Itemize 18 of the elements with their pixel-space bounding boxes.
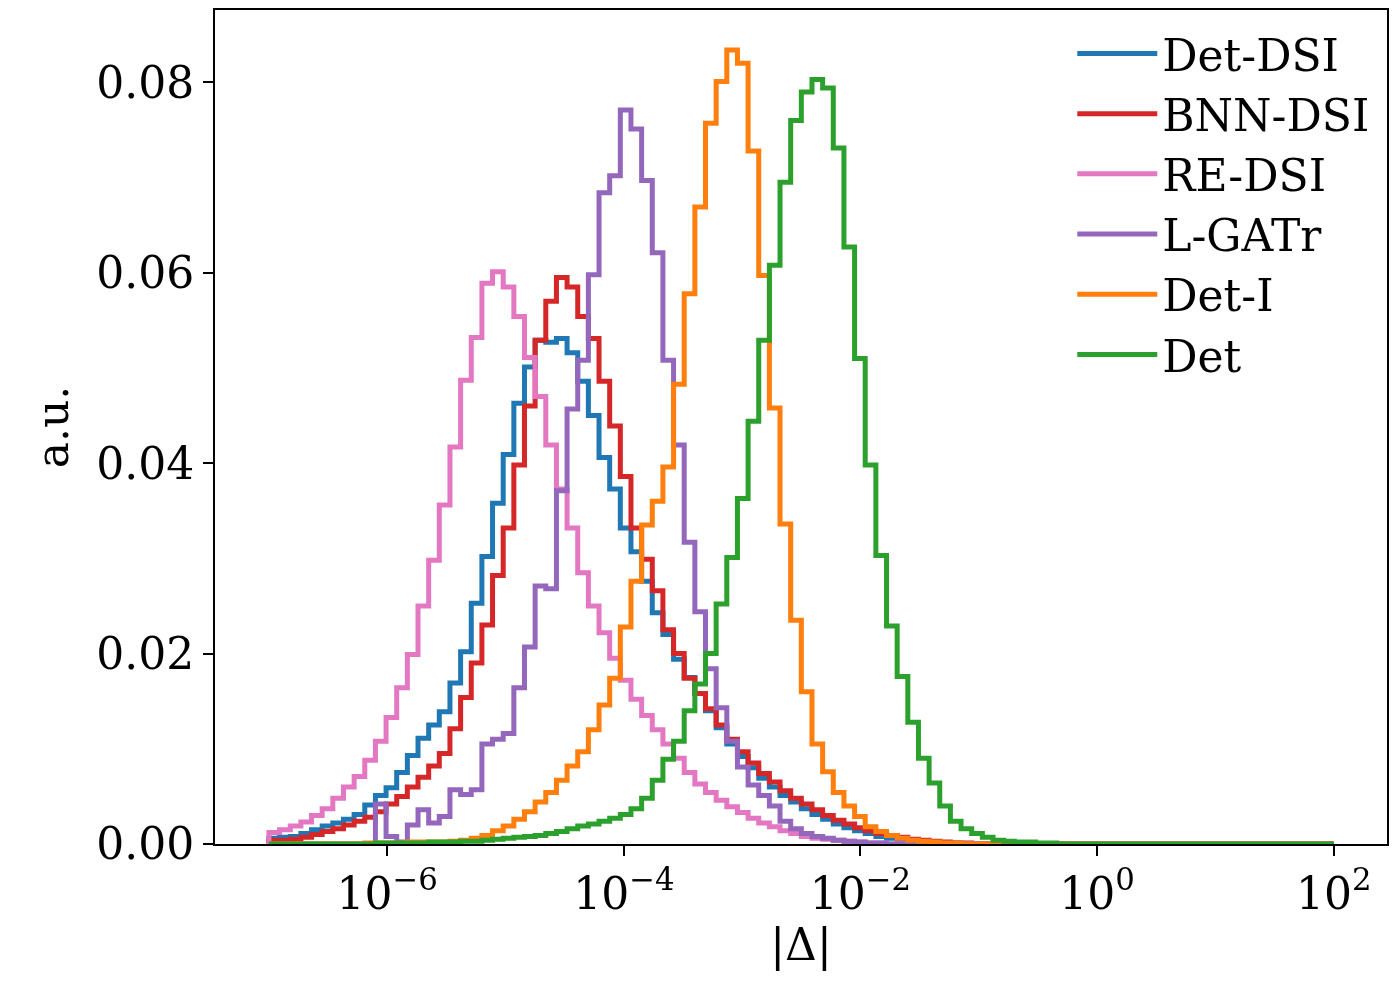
- y-tick-label: 0.06: [96, 247, 195, 299]
- x-axis-title: |Δ|: [770, 918, 832, 971]
- x-tick-label: 10$^{−2}$: [809, 861, 912, 919]
- y-axis-title: a.u.: [26, 385, 78, 469]
- legend-label: Det-DSI: [1162, 29, 1339, 81]
- x-tick-label: 10$^{0}$: [1059, 861, 1135, 919]
- legend-label: RE-DSI: [1162, 150, 1327, 201]
- x-tick-label: 10$^{2}$: [1295, 861, 1372, 919]
- y-tick-label: 0.04: [96, 437, 195, 489]
- legend-label: Det-I: [1162, 270, 1274, 322]
- x-tick-label: 10$^{−6}$: [336, 861, 438, 919]
- y-tick-label: 0.02: [96, 627, 195, 679]
- x-tick-label: 10$^{−4}$: [573, 861, 675, 919]
- y-tick-label: 0.00: [96, 818, 195, 870]
- y-tick-label: 0.08: [96, 56, 195, 108]
- legend-label: Det: [1162, 330, 1242, 382]
- legend-label: BNN-DSI: [1162, 89, 1370, 141]
- legend-label: L-GATr: [1162, 210, 1323, 262]
